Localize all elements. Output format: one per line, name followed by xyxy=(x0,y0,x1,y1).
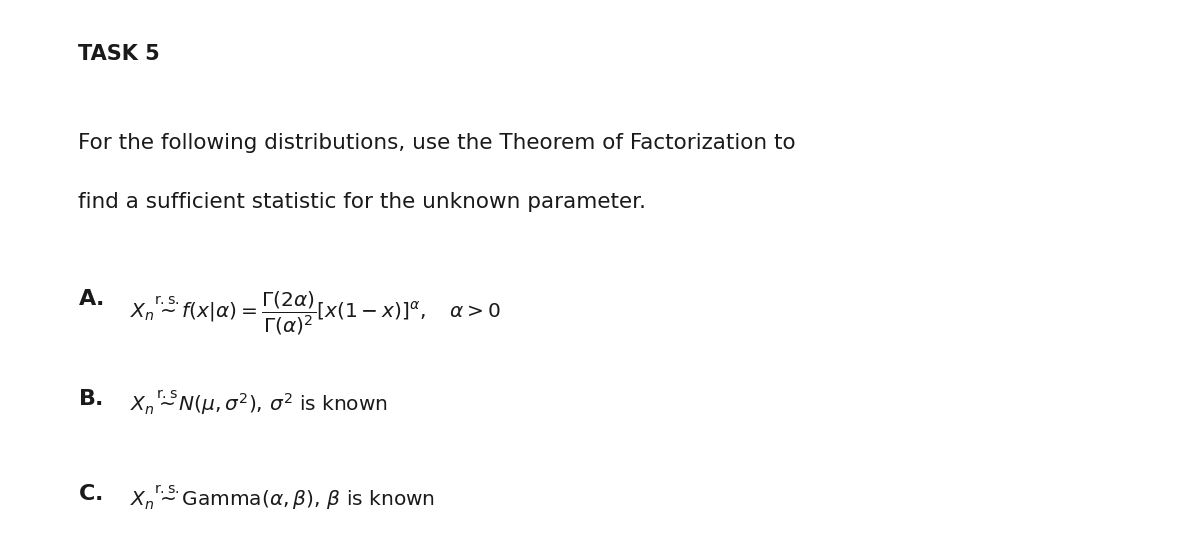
Text: find a sufficient statistic for the unknown parameter.: find a sufficient statistic for the unkn… xyxy=(78,192,646,212)
Text: $X_n \overset{\mathrm{r.s.}}{\sim} f(x|\alpha) = \dfrac{\Gamma(2\alpha)}{\Gamma(: $X_n \overset{\mathrm{r.s.}}{\sim} f(x|\… xyxy=(130,289,500,337)
Text: TASK 5: TASK 5 xyxy=(78,44,160,64)
Text: $\mathbf{A.}$: $\mathbf{A.}$ xyxy=(78,289,103,309)
Text: $\mathbf{C.}$: $\mathbf{C.}$ xyxy=(78,484,102,504)
Text: $X_n \overset{\mathrm{r.s.}}{\sim} \mathrm{Gamma}(\alpha, \beta), \, \beta \text: $X_n \overset{\mathrm{r.s.}}{\sim} \math… xyxy=(130,484,434,513)
Text: $X_n \overset{\mathrm{r.s}}{\sim} N(\mu, \sigma^2), \, \sigma^2 \text{ is known}: $X_n \overset{\mathrm{r.s}}{\sim} N(\mu,… xyxy=(130,389,388,419)
Text: For the following distributions, use the Theorem of Factorization to: For the following distributions, use the… xyxy=(78,133,796,153)
Text: $\mathbf{B.}$: $\mathbf{B.}$ xyxy=(78,389,103,409)
